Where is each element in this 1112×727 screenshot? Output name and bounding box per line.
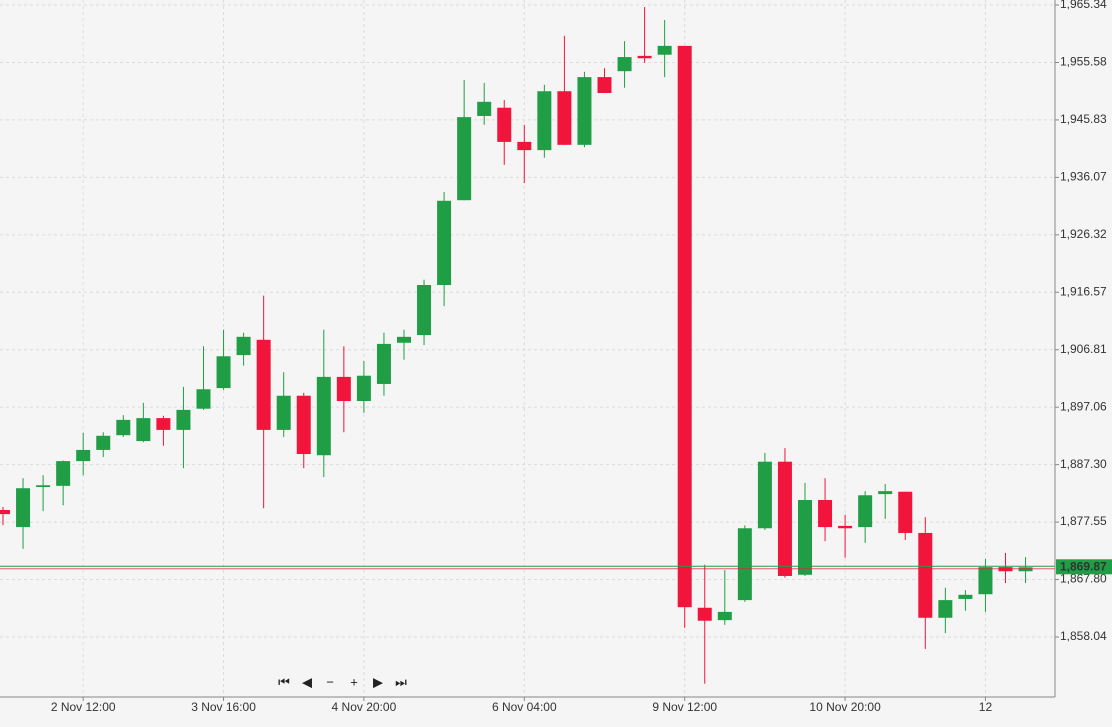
candle-body [356,375,371,402]
candle-body [958,594,973,599]
candles [0,7,1055,684]
y-tick-label: 1,906.81 [1060,342,1107,356]
candle-body [336,376,351,402]
candle-body [858,495,873,528]
candle-body [737,528,752,601]
candle-body [697,607,712,621]
candle-body [677,45,692,608]
candle-body [617,57,632,72]
candle-body [757,461,772,529]
nav-last[interactable]: ⏭ [395,674,407,689]
x-tick-label: 2 Nov 12:00 [51,700,116,714]
candle-body [777,461,792,576]
y-tick-label: 1,965.34 [1060,0,1107,11]
candle-body [136,418,151,442]
navigation: ⏮ ◀ − + ▶ ⏭ [278,674,407,689]
candle-body [296,395,311,455]
y-tick-label: 1,926.32 [1060,227,1107,241]
y-tick-label: 1,887.30 [1060,457,1107,471]
nav-first[interactable]: ⏮ [278,674,290,689]
candle-body [417,285,432,336]
nav-next[interactable]: ▶ [373,674,383,689]
candle-body [878,491,893,495]
x-tick-label: 3 Nov 16:00 [191,700,256,714]
candle-body [557,91,572,145]
candle-body [216,356,231,389]
candle-body [236,336,251,356]
candle-body [96,435,111,450]
candle-body [276,395,291,430]
candle-body [978,567,993,595]
candle-body [898,491,913,533]
candle-body [256,339,271,430]
candle-body [156,418,171,430]
candle-body [637,55,652,59]
x-tick-label: 10 Nov 20:00 [809,700,881,714]
y-tick-label: 1,945.83 [1060,112,1107,126]
candle-body [497,107,512,142]
candle-body [918,532,933,618]
candle-body [517,141,532,151]
candle-body [56,461,71,486]
axis-labels: 1,965.34 1,955.58 1,945.83 1,936.07 1,926.32… [51,0,1112,714]
price-label: 1,869.87 [1060,559,1107,573]
candle-body [196,389,211,409]
candle-body [537,91,552,151]
y-tick-label: 1,936.07 [1060,170,1107,184]
y-tick-label: 1,955.58 [1060,55,1107,69]
nav-zoom-out[interactable]: − [326,674,334,689]
x-tick-label: 4 Nov 20:00 [332,700,397,714]
candle-body [316,376,331,456]
candle-body [838,525,853,529]
candle-body [938,600,953,618]
candle-body [376,343,391,384]
x-tick-label: 12 [979,700,993,714]
candle-body [36,485,51,488]
y-tick-label: 1,867.80 [1060,572,1107,586]
candle-body [16,488,31,528]
candle-body [577,77,592,145]
candle-body [477,101,492,116]
y-tick-label: 1,916.57 [1060,284,1107,298]
candle-body [176,409,191,430]
y-tick-label: 1,877.55 [1060,514,1107,528]
nav-zoom-in[interactable]: + [350,674,358,689]
candle-body [818,499,833,528]
candle-body [0,509,10,515]
candle-body [116,419,131,436]
candle-body [597,77,612,94]
nav-prev[interactable]: ◀ [302,674,312,689]
y-tick-label: 1,897.06 [1060,399,1107,413]
candle-body [798,499,812,575]
candle-body [76,449,91,462]
candle-body [397,336,411,343]
candle-body [717,611,732,621]
y-tick-label: 1,858.04 [1060,629,1107,643]
price-label-box [1056,559,1112,575]
candle-body [437,200,452,286]
x-tick-label: 6 Nov 04:00 [492,700,557,714]
candle-body [457,117,472,201]
candle-body [657,45,672,55]
x-tick-label: 9 Nov 12:00 [652,700,717,714]
